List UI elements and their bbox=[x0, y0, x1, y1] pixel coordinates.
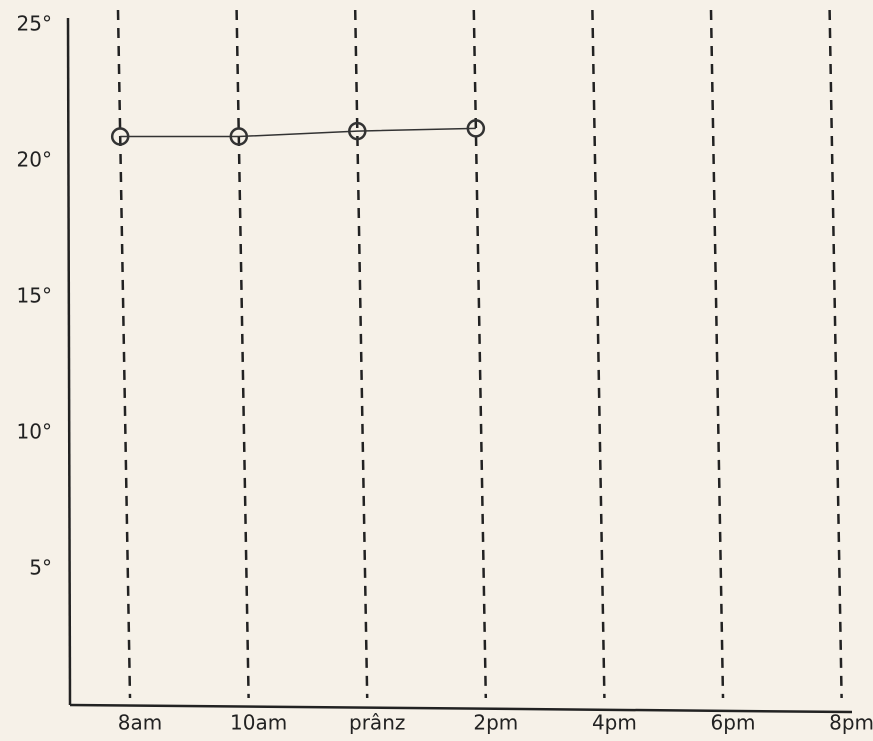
category-guide bbox=[828, 9, 843, 699]
x-tick-label: 2pm bbox=[473, 711, 518, 735]
category-guide bbox=[591, 9, 606, 699]
y-tick-label: 15° bbox=[17, 284, 52, 308]
x-axis bbox=[69, 703, 853, 714]
y-tick-label: 20° bbox=[17, 148, 52, 172]
y-tick-label: 10° bbox=[17, 420, 52, 444]
x-tick-label: 8am bbox=[118, 711, 162, 735]
category-guide bbox=[235, 9, 250, 699]
category-guide bbox=[472, 9, 488, 699]
x-tick-label: 10am bbox=[230, 711, 287, 735]
point bbox=[466, 119, 486, 138]
x-tick-label: 8pm bbox=[829, 711, 873, 735]
category-guide bbox=[353, 9, 369, 699]
point bbox=[110, 127, 130, 146]
y-tick-label: 5° bbox=[29, 556, 52, 580]
category-guide bbox=[709, 9, 725, 699]
x-tick-label: prânz bbox=[349, 711, 405, 735]
line-series bbox=[120, 127, 476, 138]
x-tick-label: 4pm bbox=[592, 711, 637, 735]
y-axis bbox=[66, 17, 72, 706]
y-tick-label: 25° bbox=[17, 12, 52, 36]
point bbox=[229, 127, 249, 146]
x-tick-label: 6pm bbox=[711, 711, 756, 735]
point bbox=[348, 121, 367, 141]
category-guide bbox=[116, 9, 132, 699]
